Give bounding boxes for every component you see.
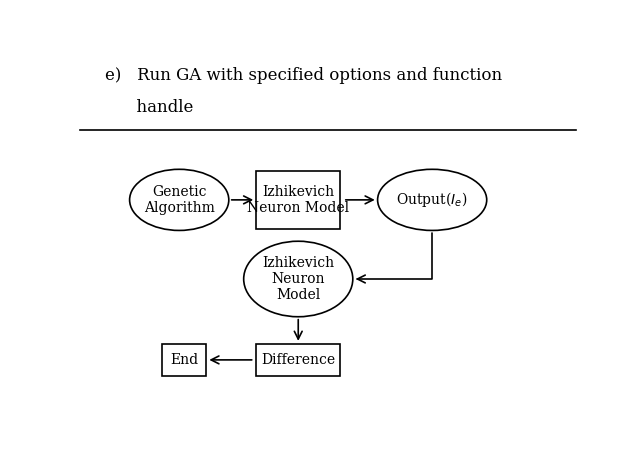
Text: Izhikevich
Neuron Model: Izhikevich Neuron Model [247, 185, 349, 215]
Text: Genetic
Algorithm: Genetic Algorithm [144, 185, 214, 215]
Ellipse shape [129, 170, 229, 230]
Ellipse shape [378, 170, 486, 230]
FancyBboxPatch shape [256, 171, 340, 229]
Text: Output($I_e$): Output($I_e$) [396, 191, 468, 209]
Text: Difference: Difference [261, 353, 335, 367]
Text: Izhikevich
Neuron
Model: Izhikevich Neuron Model [262, 256, 334, 302]
Text: handle: handle [105, 99, 193, 116]
Ellipse shape [244, 241, 353, 317]
FancyBboxPatch shape [256, 344, 340, 376]
Text: e)   Run GA with specified options and function: e) Run GA with specified options and fun… [105, 67, 502, 84]
Text: End: End [170, 353, 198, 367]
FancyBboxPatch shape [162, 344, 207, 376]
